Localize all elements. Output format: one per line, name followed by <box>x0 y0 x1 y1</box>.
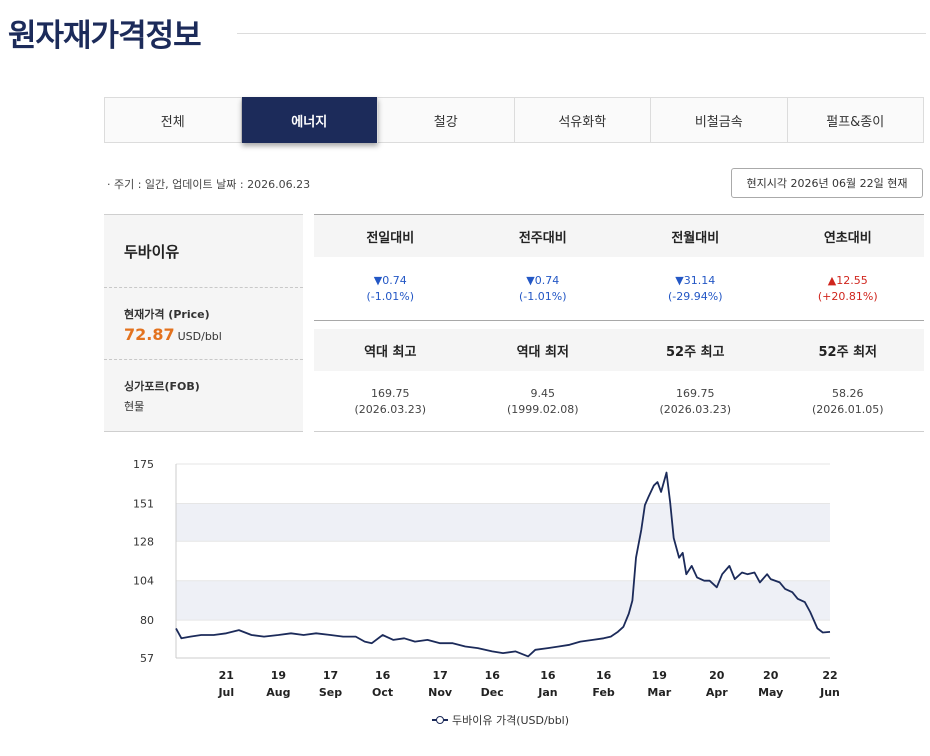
x-tick-day: 19 <box>652 669 667 682</box>
header-52w-low: 52주 최저 <box>818 344 878 360</box>
x-tick-day: 16 <box>540 669 556 682</box>
change-header-row: 전일대비 전주대비 전월대비 연초대비 <box>314 215 924 257</box>
y-tick-label: 104 <box>133 575 154 588</box>
month-change: ▼31.14 (-29.94%) <box>668 273 723 303</box>
x-tick-month: Jan <box>537 686 557 699</box>
x-tick-month: Sep <box>319 686 342 699</box>
record-values-row: 169.75 (2026.03.23) 9.45 (1999.02.08) 169.… <box>314 371 924 432</box>
x-tick-month: Oct <box>372 686 393 699</box>
header-all-time-low: 역대 최저 <box>516 344 569 360</box>
y-tick-label: 128 <box>133 535 154 548</box>
x-tick-month: Jun <box>819 686 840 699</box>
x-tick-month: Jul <box>217 686 234 699</box>
x-tick-day: 21 <box>219 669 234 682</box>
x-tick-month: Apr <box>706 686 728 699</box>
header-week-change: 전주대비 <box>518 230 567 246</box>
y-tick-label: 175 <box>133 458 154 471</box>
x-tick-month: Nov <box>428 686 453 699</box>
commodity-panel: 두바이유 현재가격 (Price) 72.87 USD/bbl 싱가포르(FOB)… <box>104 214 303 432</box>
tab-all[interactable]: 전체 <box>105 98 242 142</box>
commodity-name: 두바이유 <box>124 242 180 261</box>
x-tick-month: Aug <box>266 686 290 699</box>
x-tick-day: 16 <box>485 669 501 682</box>
all-time-high: 169.75 (2026.03.23) <box>354 386 427 416</box>
day-change: ▼0.74 (-1.01%) <box>366 273 415 303</box>
x-tick-month: Dec <box>481 686 504 699</box>
x-tick-day: 16 <box>596 669 612 682</box>
header-month-change: 전월대비 <box>671 230 720 246</box>
commodity-name-row: 두바이유 <box>104 215 303 288</box>
price-stats-table: 전일대비 전주대비 전월대비 연초대비 ▼0.74 (-1.01%) ▼0.74(… <box>314 214 924 432</box>
current-price: 72.87 <box>124 325 175 344</box>
current-price-row: 현재가격 (Price) 72.87 USD/bbl <box>104 288 303 360</box>
local-time-button[interactable]: 현지시각 2026년 06월 22일 현재 <box>731 168 923 198</box>
header-day-change: 전일대비 <box>366 230 415 246</box>
x-tick-day: 22 <box>822 669 837 682</box>
legend-label: 두바이유 가격(USD/bbl) <box>452 714 570 727</box>
category-tabs: 전체 에너지 철강 석유화학 비철금속 펄프&종이 <box>104 97 924 143</box>
x-tick-day: 17 <box>323 669 338 682</box>
x-tick-day: 16 <box>375 669 391 682</box>
x-tick-month: May <box>758 686 783 699</box>
x-tick-day: 20 <box>709 669 725 682</box>
title-divider <box>237 33 926 34</box>
record-header-row: 역대 최고 역대 최저 52주 최고 52주 최저 <box>314 329 924 371</box>
week52-high: 169.75 (2026.03.23) <box>659 386 732 416</box>
price-series-line[interactable] <box>175 471 831 658</box>
ytd-change: ▲12.55 (+20.81%) <box>817 273 878 303</box>
tab-energy[interactable]: 에너지 <box>241 97 378 143</box>
y-tick-label: 57 <box>140 652 154 665</box>
market-row: 싱가포르(FOB) 현물 <box>104 360 303 432</box>
legend-marker-icon <box>432 715 448 725</box>
week52-low: 58.26 (2026.01.05) <box>811 386 884 416</box>
all-time-low: 9.45 (1999.02.08) <box>506 386 579 416</box>
price-label: 현재가격 (Price) <box>124 308 210 321</box>
header-ytd-change: 연초대비 <box>823 230 872 246</box>
chart-legend[interactable]: 두바이유 가격(USD/bbl) <box>432 712 569 728</box>
y-tick-label: 151 <box>133 497 154 510</box>
update-info: · 주기 : 일간, 업데이트 날짜 : 2026.06.23 <box>107 178 311 191</box>
header-all-time-high: 역대 최고 <box>364 344 417 360</box>
market-type: 현물 <box>124 400 145 413</box>
x-tick-month: Mar <box>647 686 671 699</box>
price-unit: USD/bbl <box>177 330 222 343</box>
tab-pulp-paper[interactable]: 펄프&종이 <box>826 114 885 130</box>
tab-petrochemical[interactable]: 석유화학 <box>515 98 651 142</box>
price-line-chart[interactable]: 175 151 128 104 80 57 21 Jul 19 Aug 17 Sep 16 Oct 17 No… <box>120 448 860 738</box>
grid-band <box>176 580 830 621</box>
x-tick-month: Feb <box>592 686 615 699</box>
tab-nonferrous-metals[interactable]: 비철금속 <box>651 98 788 142</box>
x-tick-day: 20 <box>763 669 779 682</box>
grid-band <box>176 503 830 542</box>
y-tick-label: 80 <box>140 614 154 627</box>
x-tick-day: 17 <box>432 669 447 682</box>
header-52w-high: 52주 최고 <box>666 344 725 360</box>
market-name: 싱가포르(FOB) <box>124 380 200 393</box>
week-change: ▼0.74 (-1.01%) <box>519 273 567 303</box>
tab-steel[interactable]: 철강 <box>378 98 515 142</box>
x-tick-day: 19 <box>271 669 286 682</box>
change-values-row: ▼0.74 (-1.01%) ▼0.74 (-1.01%) ▼31.14 (-29.9… <box>314 257 924 321</box>
page-title: 원자재가격정보 <box>8 18 202 54</box>
